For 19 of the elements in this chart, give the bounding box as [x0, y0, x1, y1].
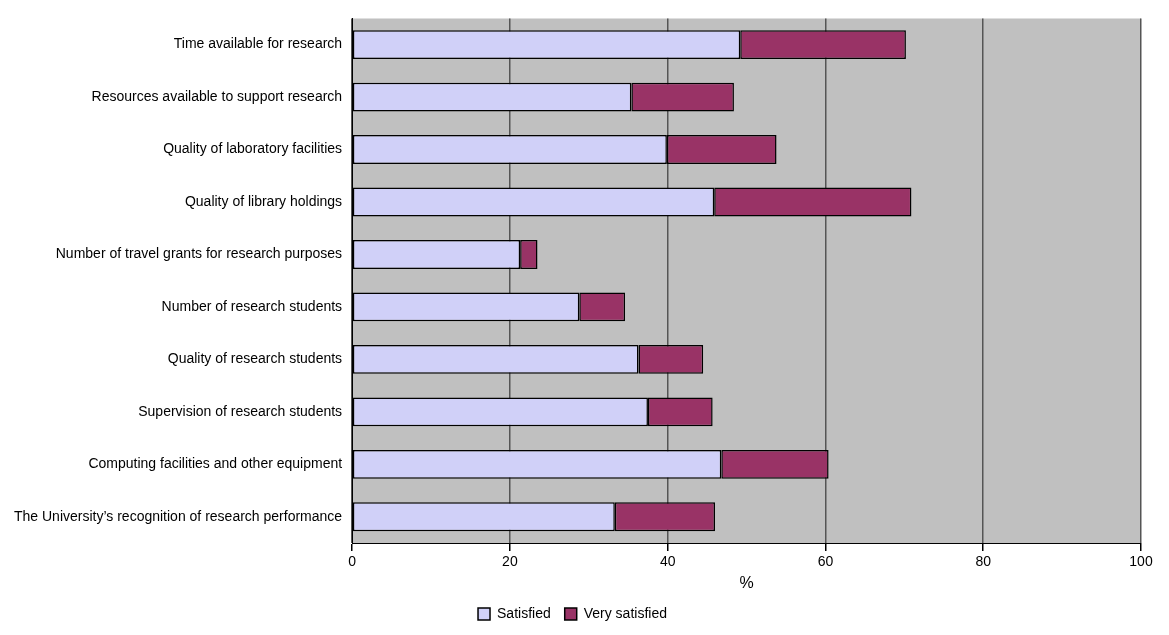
y-tick-label: Time available for research [173, 35, 343, 52]
x-tick-label: 80 [975, 553, 992, 570]
y-tick-label: Resources available to support research [91, 87, 343, 104]
x-tick-label: 0 [348, 553, 357, 570]
y-tick-label: The University’s recognition of research performance [13, 507, 343, 524]
x-tick-label: 40 [659, 553, 676, 570]
y-tick-label: Quality of library holdings [184, 192, 343, 209]
x-tick-label: 20 [502, 553, 518, 570]
legend-label: Very satisfied [583, 604, 667, 621]
y-tick-label: Number of research students [161, 297, 343, 314]
y-tick-label: Supervision of research students [138, 402, 343, 419]
legend-label: Satisfied [497, 604, 551, 621]
y-tick-label: Quality of laboratory facilities [163, 140, 343, 157]
x-tick-label: 60 [817, 553, 834, 570]
x-tick-label: 100 [1129, 553, 1153, 570]
y-tick-label: Number of travel grants for research purposes [55, 245, 343, 262]
x-axis-title: % [739, 573, 754, 591]
y-tick-label: Computing facilities and other equipment [88, 455, 343, 472]
y-tick-label: Quality of research students [167, 350, 343, 367]
